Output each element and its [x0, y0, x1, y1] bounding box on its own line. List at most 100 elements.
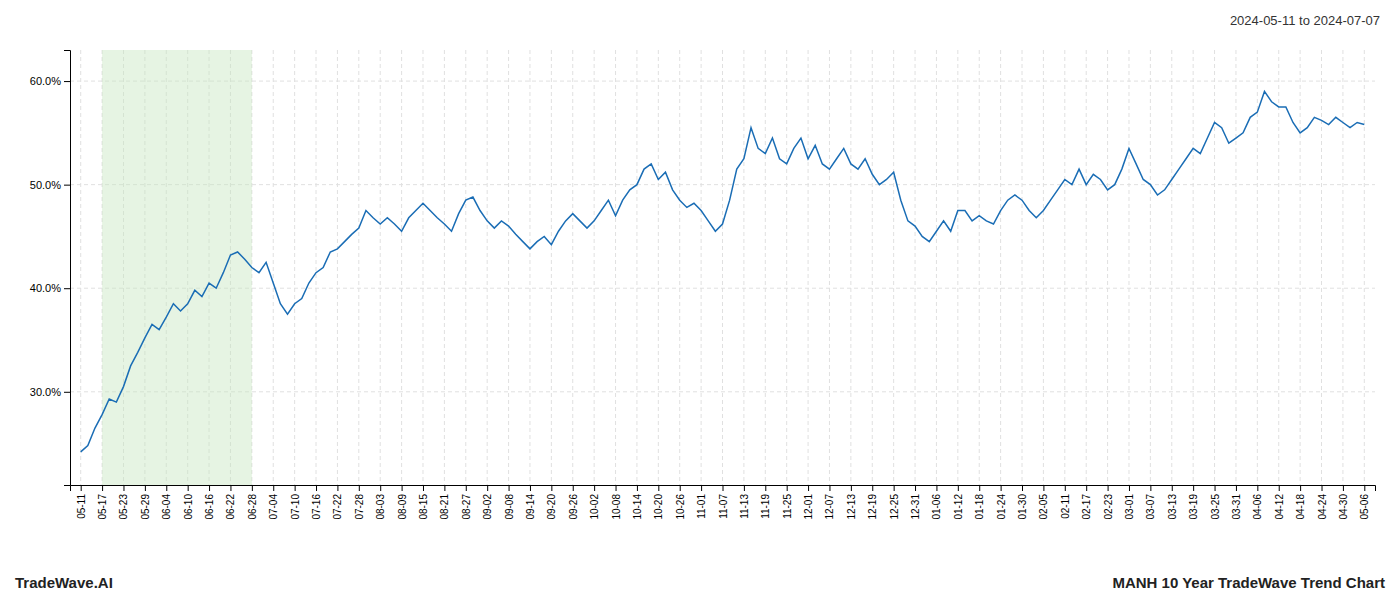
tick: 08-21	[439, 485, 450, 520]
grid-line	[273, 50, 274, 485]
grid-line	[936, 50, 937, 485]
tick-mark	[637, 485, 638, 491]
grid-line	[786, 50, 787, 485]
grid-line	[679, 50, 680, 485]
tick-mark	[64, 185, 70, 186]
tick-label: 12-07	[824, 494, 835, 520]
tick: 07-16	[311, 485, 322, 520]
tick-mark	[551, 485, 552, 491]
tick-label: 50.0%	[30, 179, 61, 191]
tick: 01-06	[931, 485, 942, 520]
tick: 11-25	[782, 485, 793, 519]
tick-mark	[487, 485, 488, 491]
grid-line	[636, 50, 637, 485]
tick: 12-07	[824, 485, 835, 520]
grid-line	[572, 50, 573, 485]
tick-mark	[316, 485, 317, 491]
tick-mark	[594, 485, 595, 491]
y-axis: 30.0%40.0%50.0%60.0%	[30, 51, 71, 486]
tick: 03-25	[1210, 485, 1221, 520]
tick-label: 08-27	[461, 494, 472, 520]
tick-mark	[188, 485, 189, 491]
grid-line	[850, 50, 851, 485]
tick-mark	[787, 485, 788, 491]
tick-mark	[1364, 485, 1365, 491]
tick-label: 06-22	[225, 494, 236, 520]
tick-mark	[616, 485, 617, 491]
tick-label: 04-06	[1252, 494, 1263, 520]
grid-line	[765, 50, 766, 485]
tick-label: 40.0%	[30, 282, 61, 294]
tick-label: 03-19	[1188, 494, 1199, 520]
grid-line	[743, 50, 744, 485]
grid-line	[1257, 50, 1258, 485]
tick-mark	[1001, 485, 1002, 491]
x-axis: 05-1105-1705-2305-2906-0406-1006-1606-22…	[71, 485, 1376, 520]
grid-line	[444, 50, 445, 485]
grid-line	[808, 50, 809, 485]
grid-line	[1043, 50, 1044, 485]
tick: 09-26	[568, 485, 579, 520]
tick-mark	[1086, 485, 1087, 491]
tick: 40.0%	[30, 282, 70, 294]
tick-label: 04-18	[1295, 494, 1306, 520]
tick-mark	[1300, 485, 1301, 491]
tick-label: 06-16	[204, 494, 215, 520]
tick-mark	[1172, 485, 1173, 491]
tick: 11-07	[718, 485, 729, 519]
tick: 05-17	[97, 485, 108, 520]
grid-line	[957, 50, 958, 485]
tick-label: 11-25	[782, 494, 793, 519]
grid-line	[872, 50, 873, 485]
grid-line	[1342, 50, 1343, 485]
tick-mark	[894, 485, 895, 491]
grid-line	[701, 50, 702, 485]
tick-mark	[573, 485, 574, 491]
grid-line	[1214, 50, 1215, 485]
tick-mark	[1257, 485, 1258, 491]
tick-label: 07-16	[311, 494, 322, 520]
tick: 08-27	[461, 485, 472, 520]
grid-line	[316, 50, 317, 485]
tick-mark	[380, 485, 381, 491]
tick-label: 03-31	[1231, 494, 1242, 520]
tick: 12-19	[867, 485, 878, 520]
tick: 02-11	[1060, 485, 1071, 519]
tick-mark	[1108, 485, 1109, 491]
tick: 04-18	[1295, 485, 1306, 520]
tick: 12-31	[910, 485, 921, 520]
tick-mark	[123, 485, 124, 491]
grid-line	[979, 50, 980, 485]
tick-mark	[658, 485, 659, 491]
chart: 05-1105-1705-2305-2906-0406-1006-1606-22…	[0, 0, 1400, 600]
tick-mark	[1343, 485, 1344, 491]
tick-label: 10-14	[632, 494, 643, 520]
tick: 50.0%	[30, 179, 70, 191]
tick-label: 01-06	[931, 494, 942, 520]
tick-label: 03-01	[1124, 494, 1135, 520]
tick-mark	[979, 485, 980, 491]
grid-line	[1064, 50, 1065, 485]
tick-label: 08-03	[375, 494, 386, 520]
tick-label: 03-13	[1167, 494, 1178, 520]
tick-label: 07-04	[268, 494, 279, 520]
tick-mark	[915, 485, 916, 491]
annotation: TradeWave.AI	[15, 574, 113, 591]
tick-mark	[273, 485, 274, 491]
tick: 12-25	[889, 485, 900, 520]
tick: 06-10	[183, 485, 194, 520]
subtitle: 2024-05-11 to 2024-07-07	[1230, 13, 1380, 28]
tick: 09-20	[546, 485, 557, 520]
grid-line	[422, 50, 423, 485]
tick: 04-24	[1317, 485, 1328, 520]
tick-label: 07-22	[332, 494, 343, 520]
grid-line	[1000, 50, 1001, 485]
grid	[70, 50, 1375, 485]
tick-mark	[723, 485, 724, 491]
tick: 09-02	[482, 485, 493, 520]
tick-label: 11-07	[718, 494, 729, 519]
tick-label: 02-23	[1103, 494, 1114, 520]
grid-line	[1235, 50, 1236, 485]
tick-label: 01-30	[1017, 494, 1028, 520]
grid-line	[529, 50, 530, 485]
